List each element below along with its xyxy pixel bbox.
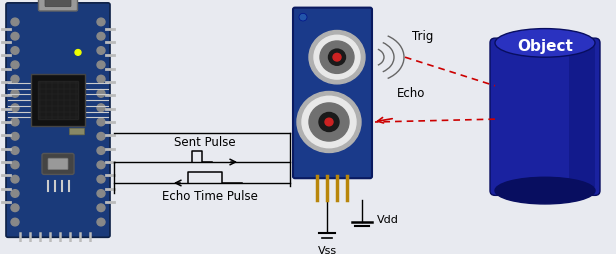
Circle shape (97, 104, 105, 112)
Text: Trig: Trig (412, 30, 434, 43)
FancyBboxPatch shape (6, 3, 110, 237)
Circle shape (11, 75, 19, 83)
Circle shape (11, 47, 19, 54)
Circle shape (97, 161, 105, 169)
Circle shape (11, 90, 19, 97)
Circle shape (302, 96, 356, 148)
Circle shape (97, 18, 105, 26)
Ellipse shape (495, 177, 595, 204)
Circle shape (97, 175, 105, 183)
Circle shape (11, 61, 19, 69)
Circle shape (328, 49, 346, 65)
Circle shape (11, 204, 19, 212)
Circle shape (297, 91, 361, 152)
Circle shape (11, 175, 19, 183)
Circle shape (320, 41, 354, 73)
Circle shape (11, 161, 19, 169)
Circle shape (11, 133, 19, 140)
Circle shape (11, 218, 19, 226)
Circle shape (97, 218, 105, 226)
FancyBboxPatch shape (45, 0, 71, 7)
Text: Echo: Echo (397, 87, 426, 100)
FancyBboxPatch shape (293, 8, 372, 178)
Circle shape (97, 90, 105, 97)
Circle shape (11, 104, 19, 112)
Circle shape (97, 133, 105, 140)
Circle shape (11, 190, 19, 197)
Circle shape (11, 118, 19, 126)
Circle shape (309, 30, 365, 84)
Text: Vss: Vss (317, 246, 336, 254)
FancyBboxPatch shape (490, 38, 600, 195)
Circle shape (97, 118, 105, 126)
Text: Vdd: Vdd (377, 215, 399, 225)
Circle shape (75, 50, 81, 55)
Ellipse shape (495, 29, 595, 57)
Circle shape (333, 53, 341, 61)
Circle shape (11, 18, 19, 26)
Circle shape (97, 204, 105, 212)
FancyBboxPatch shape (42, 153, 74, 174)
Circle shape (299, 13, 307, 21)
FancyBboxPatch shape (569, 45, 595, 189)
Text: Echo Time Pulse: Echo Time Pulse (162, 190, 258, 203)
Circle shape (97, 190, 105, 197)
Circle shape (97, 75, 105, 83)
Circle shape (309, 103, 349, 141)
Circle shape (97, 33, 105, 40)
FancyBboxPatch shape (38, 0, 78, 11)
Circle shape (97, 61, 105, 69)
Text: Object: Object (517, 39, 573, 54)
Circle shape (97, 147, 105, 154)
Circle shape (319, 113, 339, 132)
FancyBboxPatch shape (70, 128, 84, 135)
Circle shape (11, 33, 19, 40)
Circle shape (97, 47, 105, 54)
Circle shape (325, 118, 333, 126)
FancyBboxPatch shape (48, 158, 68, 170)
Circle shape (11, 147, 19, 154)
Text: Sent Pulse: Sent Pulse (174, 136, 236, 149)
Circle shape (314, 35, 360, 79)
